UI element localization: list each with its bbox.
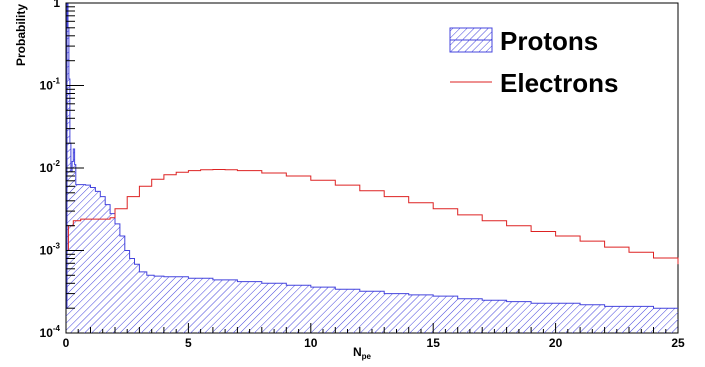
x-axis-title-subscript: pe: [362, 352, 372, 361]
y-axis-title: Probability: [14, 4, 28, 66]
legend: Protons Electrons: [449, 26, 619, 98]
legend-label-electrons: Electrons: [500, 68, 619, 98]
x-tick-label: 20: [549, 336, 563, 350]
tick-label-layer: 0 5 10 15 20 25 1 10-1 10-2 10-3 10-4: [40, 0, 685, 350]
tick-layer: [65, 2, 679, 334]
y-tick-label: 10-3: [40, 242, 61, 258]
protons-area-layer: [66, 3, 678, 333]
x-tick-label: 25: [671, 336, 685, 350]
y-tick-label: 10-4: [40, 324, 61, 340]
y-tick-label: 1: [53, 0, 60, 10]
series-area-protons: [66, 3, 678, 333]
x-tick-label: 0: [63, 336, 70, 350]
y-tick-label: 10-2: [40, 159, 61, 175]
y-tick-label: 10-1: [40, 77, 61, 93]
x-axis-title-main: N: [353, 345, 362, 359]
legend-label-protons: Protons: [500, 26, 598, 56]
series-line-protons: [66, 3, 678, 309]
x-tick-label: 10: [304, 336, 318, 350]
x-axis-title: Npe: [353, 345, 372, 361]
x-tick-label: 5: [185, 336, 192, 350]
series-layer: [66, 3, 679, 309]
x-tick-label: 15: [427, 336, 441, 350]
series-line-electrons: [66, 169, 679, 265]
